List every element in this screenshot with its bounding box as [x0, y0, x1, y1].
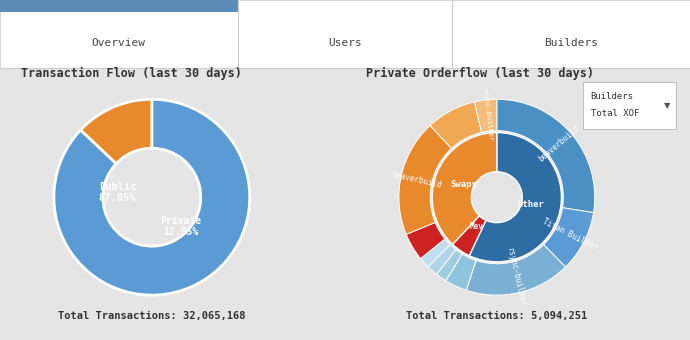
Text: Swaps: Swaps	[451, 180, 477, 189]
Text: Transaction Flow (last 30 days): Transaction Flow (last 30 days)	[21, 66, 241, 80]
Wedge shape	[497, 99, 595, 212]
Text: Total Transactions: 5,094,251: Total Transactions: 5,094,251	[406, 311, 587, 321]
Text: Builders: Builders	[591, 92, 633, 101]
Wedge shape	[475, 99, 497, 132]
Text: rsync-builder: rsync-builder	[504, 247, 527, 308]
Wedge shape	[399, 125, 451, 234]
Text: ▼: ▼	[664, 101, 670, 110]
Wedge shape	[406, 222, 445, 258]
Wedge shape	[432, 133, 497, 244]
Text: Overview: Overview	[92, 38, 146, 48]
Text: rsync-builder: rsync-builder	[481, 88, 493, 143]
Text: beaverbuild: beaverbuild	[537, 124, 582, 164]
Text: Total XOF: Total XOF	[591, 109, 639, 118]
Wedge shape	[81, 99, 152, 164]
Wedge shape	[446, 254, 476, 290]
Text: beaverbuild: beaverbuild	[391, 170, 442, 189]
Wedge shape	[428, 244, 456, 274]
Text: Titan Builder: Titan Builder	[541, 217, 599, 253]
Wedge shape	[437, 250, 462, 281]
Wedge shape	[54, 99, 250, 295]
Wedge shape	[420, 239, 450, 267]
Text: Private Orderflow (last 30 days): Private Orderflow (last 30 days)	[366, 66, 593, 80]
Text: Users: Users	[328, 38, 362, 48]
Text: Other: Other	[518, 201, 545, 209]
Wedge shape	[469, 133, 562, 262]
Text: Private
12.95%: Private 12.95%	[161, 216, 201, 237]
Text: Builders: Builders	[544, 38, 598, 48]
Wedge shape	[430, 102, 482, 149]
Text: Total Transactions: 32,065,168: Total Transactions: 32,065,168	[58, 311, 246, 321]
Text: Public
87.05%: Public 87.05%	[99, 182, 137, 203]
Wedge shape	[466, 244, 566, 295]
Wedge shape	[544, 208, 593, 267]
Wedge shape	[453, 216, 486, 256]
Text: Mev: Mev	[470, 222, 484, 231]
